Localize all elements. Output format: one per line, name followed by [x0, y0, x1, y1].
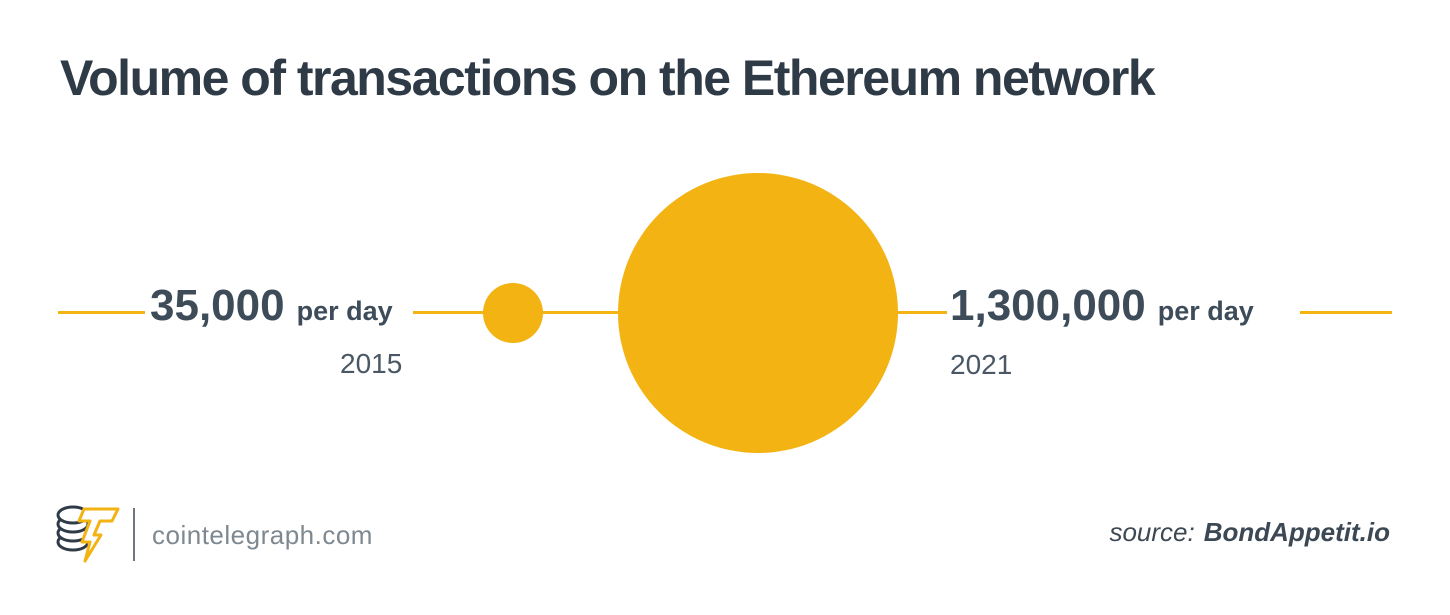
page-title: Volume of transactions on the Ethereum n…	[60, 50, 1156, 106]
unit-2015: per day	[296, 296, 393, 326]
value-2021: 1,300,000	[950, 281, 1146, 330]
year-label-2015: 2015	[340, 348, 403, 379]
data-label-2015: 35,000 per day	[150, 284, 393, 328]
unit-2021: per day	[1157, 296, 1254, 326]
value-2015: 35,000	[150, 281, 285, 330]
source-label: source: BondAppetit.io	[1109, 517, 1390, 548]
site-label: cointelegraph.com	[152, 520, 373, 550]
coin-stack-lightning-icon	[56, 505, 120, 563]
cointelegraph-logo	[54, 505, 122, 568]
footer-divider	[133, 508, 135, 561]
bubble-2021	[618, 173, 898, 453]
source-name: BondAppetit.io	[1203, 517, 1390, 547]
timeline-line-right	[1300, 311, 1392, 314]
source-prefix: source:	[1109, 517, 1195, 547]
data-label-2021: 1,300,000 per day	[950, 284, 1254, 328]
timeline-line-left	[58, 311, 145, 314]
year-label-2021: 2021	[950, 349, 1013, 380]
bubble-2015	[483, 283, 543, 343]
